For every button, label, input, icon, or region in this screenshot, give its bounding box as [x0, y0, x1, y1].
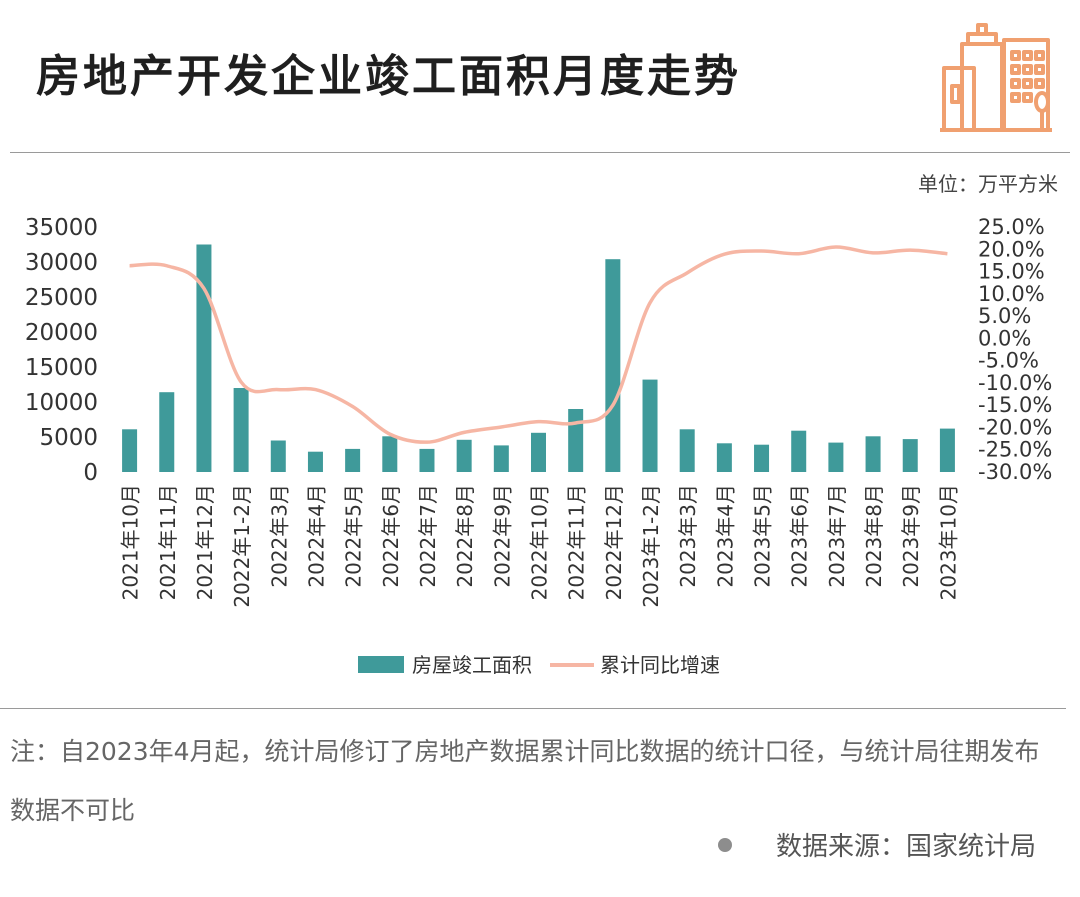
bar: [828, 442, 844, 472]
completion-area-chart: 0 5000 10000 15000 20000 25000 30000 35000 -30.0…: [25, 215, 1052, 677]
bar: [939, 428, 955, 472]
x-tick-label: 2023年6月: [788, 484, 812, 588]
data-source-text: 数据来源：国家统计局: [775, 832, 1036, 862]
x-tick-label: 2022年7月: [416, 484, 440, 588]
x-tick-label: 2022年8月: [453, 484, 477, 588]
growth-line: [129, 245, 948, 444]
bar: [605, 259, 621, 472]
y-right-tick-label: 10.0%: [978, 282, 1045, 306]
bar: [159, 392, 175, 472]
x-tick-label: 2023年1-2月: [639, 484, 663, 608]
y-right-tick-label: -15.0%: [978, 393, 1052, 417]
bar: [456, 439, 472, 472]
x-tick-label: 2022年11月: [565, 484, 589, 600]
city-buildings-icon: [940, 23, 1052, 132]
bar: [270, 440, 286, 472]
legend-swatch-bar: [358, 656, 404, 673]
x-tick-label: 2022年6月: [379, 484, 403, 588]
x-tick-label: 2021年10月: [119, 484, 143, 600]
bar: [345, 448, 361, 472]
x-tick-label: 2022年12月: [602, 484, 626, 600]
bar: [233, 388, 249, 472]
y-left-tick-label: 0: [83, 460, 98, 486]
y-right-tick-label: -20.0%: [978, 415, 1052, 439]
y-left-tick-label: 35000: [25, 215, 98, 241]
bar: [568, 409, 584, 472]
legend-label: 房屋竣工面积: [412, 653, 532, 677]
x-tick-label: 2022年4月: [304, 484, 328, 588]
unit-label: 单位：万平方米: [918, 172, 1058, 196]
header-divider: [10, 152, 1070, 153]
bar: [791, 430, 807, 472]
data-source: 数据来源：国家统计局: [717, 826, 1036, 863]
x-tick-label: 2022年1-2月: [230, 484, 254, 608]
bar: [754, 444, 770, 472]
y-right-tick-label: 15.0%: [978, 260, 1045, 284]
x-tick-label: 2023年7月: [825, 484, 849, 588]
x-tick-label: 2022年3月: [267, 484, 291, 588]
footnote: 注：自2023年4月起，统计局修订了房地产数据累计同比数据的统计口径，与统计局往…: [10, 737, 1040, 825]
x-tick-label: 2023年10月: [936, 484, 960, 600]
legend-label: 累计同比增速: [600, 653, 720, 677]
y-right-tick-label: 20.0%: [978, 237, 1045, 261]
y-right-tick-label: 25.0%: [978, 215, 1045, 239]
bar: [902, 439, 918, 472]
bar: [382, 436, 398, 472]
y-right-tick-label: -30.0%: [978, 460, 1052, 484]
x-tick-label: 2021年12月: [193, 484, 217, 600]
y-right-tick-label: 0.0%: [978, 326, 1031, 350]
y-left-tick-label: 15000: [25, 355, 98, 381]
x-tick-label: 2023年5月: [751, 484, 775, 588]
x-tick-label: 2023年8月: [862, 484, 886, 588]
y-right-tick-label: -25.0%: [978, 438, 1052, 462]
x-tick-label: 2022年9月: [490, 484, 514, 588]
bullet-icon: [717, 837, 732, 852]
y-left-tick-label: 10000: [25, 390, 98, 416]
bar: [642, 379, 658, 472]
y-left-tick-label: 25000: [25, 285, 98, 311]
x-tick-label: 2023年9月: [899, 484, 923, 588]
bar: [865, 436, 881, 472]
bar: [493, 445, 509, 472]
bar: [531, 432, 546, 472]
y-right-tick-label: -5.0%: [978, 349, 1039, 373]
x-tick-label: 2022年5月: [342, 484, 366, 588]
y-right-tick-label: -10.0%: [978, 371, 1052, 395]
bar: [307, 451, 323, 472]
y-left-tick-label: 30000: [25, 250, 98, 276]
bar: [122, 429, 138, 472]
bar: [716, 443, 732, 472]
bar: [679, 429, 695, 472]
y-left-tick-label: 5000: [39, 425, 98, 451]
x-tick-label: 2022年10月: [528, 484, 552, 600]
x-tick-label: 2023年4月: [713, 484, 737, 588]
chart-title: 房地产开发企业竣工面积月度走势: [36, 51, 741, 102]
y-left-tick-label: 20000: [25, 320, 98, 346]
bar: [419, 448, 435, 472]
x-tick-label: 2021年11月: [156, 484, 180, 600]
y-right-tick-label: 5.0%: [978, 304, 1031, 328]
footer-divider: [0, 708, 1066, 709]
x-tick-label: 2023年3月: [676, 484, 700, 588]
bar: [196, 244, 212, 472]
